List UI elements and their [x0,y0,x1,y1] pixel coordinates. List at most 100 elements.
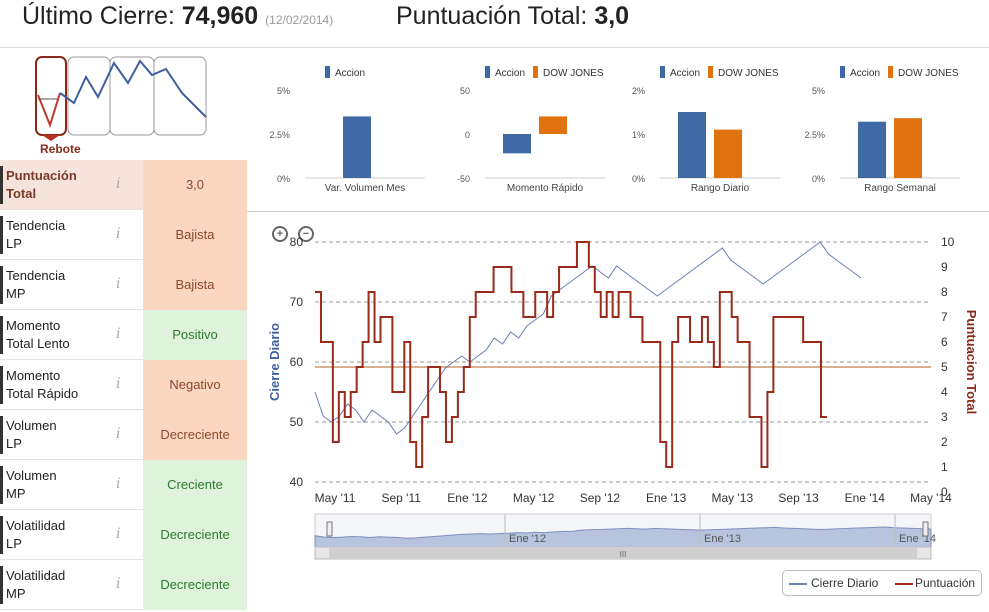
info-icon[interactable]: i [116,476,121,492]
mini-frame-4[interactable] [153,56,207,136]
indicator-label: Tendencia MP [6,268,66,301]
mini-label: Rebote [40,142,81,156]
bar [858,121,886,178]
legend-label: DOW JONES [718,68,779,79]
y2-tick-label: 3 [941,410,948,424]
legend-score[interactable]: Puntuación [915,576,976,590]
bar-chart: Accion DOW JONES 50 0 -50 Momento Rápido [457,66,605,194]
tick-label: 0% [812,174,825,184]
indicator-row[interactable]: Volatilidad LP i Decreciente [0,510,247,560]
indicator-label: Volumen LP [6,418,57,451]
legend-label: Accion [850,68,880,79]
y2-tick-label: 10 [941,235,955,249]
indicator-value: Decreciente [143,410,247,460]
info-icon[interactable]: i [116,326,121,342]
tick-label: -50 [457,174,470,184]
indicator-value: Bajista [143,210,247,260]
indicator-value: Creciente [143,460,247,510]
row-marker [0,166,3,204]
nav-tick-label: Ene '13 [704,533,741,545]
info-icon[interactable]: i [116,526,121,542]
summary-bar-charts: Accion 5% 2.5% 0% Var. Volumen Mes Accion DOW … [269,66,960,194]
zoom-in-icon[interactable]: + [272,226,288,242]
x-tick-label: Sep '12 [580,491,621,505]
info-icon[interactable]: i [116,376,121,392]
row-marker [0,416,3,454]
indicator-value: Bajista [143,260,247,310]
indicator-row[interactable]: Momento Total Lento i Positivo [0,310,247,360]
chart-title: Rango Diario [691,183,750,194]
bar [678,112,706,178]
x-tick-label: Ene '14 [845,491,886,505]
info-icon[interactable]: i [116,176,121,192]
tick-label: 1% [632,130,645,140]
info-icon[interactable]: i [116,226,121,242]
nav-handle-left[interactable] [326,521,333,537]
tick-label: 5% [277,86,290,96]
row-marker [0,366,3,404]
indicator-row[interactable]: Momento Total Rápido i Negativo [0,360,247,410]
indicator-value: Negativo [143,360,247,410]
indicator-label: Volatilidad LP [6,518,66,551]
indicator-row[interactable]: Tendencia LP i Bajista [0,210,247,260]
indicator-value: Decreciente [143,510,247,560]
legend-swatch [840,66,845,78]
indicator-row[interactable]: Volumen MP i Creciente [0,460,247,510]
mini-rebound-line [37,92,61,128]
legend-label: Accion [495,68,525,79]
row-marker [0,566,3,604]
legend-label: DOW JONES [898,68,959,79]
info-icon[interactable]: i [116,576,121,592]
tick-label: 2.5% [804,130,825,140]
info-icon[interactable]: i [116,426,121,442]
y2-tick-label: 8 [941,285,948,299]
bar-chart: Accion 5% 2.5% 0% Var. Volumen Mes [269,66,425,194]
last-close: Último Cierre: 74,960 (12/02/2014) [22,2,333,31]
indicator-label: Momento Total Lento [6,318,70,351]
y2-tick-label: 0 [941,485,948,499]
x-tick-label: Ene '12 [447,491,488,505]
legend-close[interactable]: Cierre Diario [811,576,879,590]
indicator-row[interactable]: Puntuación Total i 3,0 [0,160,247,210]
row-marker [0,266,3,304]
bar [894,118,922,178]
last-close-date: (12/02/2014) [265,13,334,27]
mini-pattern-widget[interactable]: Rebote [30,55,210,160]
indicator-row[interactable]: Volatilidad MP i Decreciente [0,560,247,610]
chart-title: Momento Rápido [507,183,584,194]
indicator-row[interactable]: Volumen LP i Decreciente [0,410,247,460]
tick-label: 2.5% [269,130,290,140]
nav-handle-right[interactable] [922,521,929,537]
bar-chart: Accion DOW JONES 5% 2.5% 0% Rango Semanal [804,66,960,194]
row-marker [0,466,3,504]
tick-label: 0% [277,174,290,184]
total-score-value: 3,0 [594,2,630,30]
bar [503,134,531,154]
nav-tick-label: Ene '12 [509,533,546,545]
zoom-out-icon[interactable]: − [298,226,314,242]
header: Último Cierre: 74,960 (12/02/2014) Puntu… [0,0,989,48]
tick-label: 0% [632,174,645,184]
x-tick-label: Ene '13 [646,491,687,505]
y-tick-label: 40 [290,475,304,489]
row-marker [0,216,3,254]
mini-pointer-icon [42,135,60,141]
mini-frame-2[interactable] [67,56,111,136]
bar [539,116,567,134]
info-icon[interactable]: i [116,276,121,292]
scrollbar-grip-icon: III [620,550,627,559]
row-marker [0,316,3,354]
legend-label: DOW JONES [543,68,604,79]
indicator-label: Volatilidad MP [6,568,66,601]
chart-title: Var. Volumen Mes [325,183,405,194]
divider [247,211,989,212]
indicator-row[interactable]: Tendencia MP i Bajista [0,260,247,310]
x-tick-label: Sep '11 [382,491,422,505]
nav-tick-label: Ene '14 [899,533,936,545]
x-tick-label: May '13 [712,491,754,505]
y2-tick-label: 1 [941,460,948,474]
indicator-label: Puntuación Total [6,168,77,201]
main-legend[interactable]: Cierre Diario Puntuación [782,570,982,596]
scrollbar-thumb[interactable] [329,548,917,558]
